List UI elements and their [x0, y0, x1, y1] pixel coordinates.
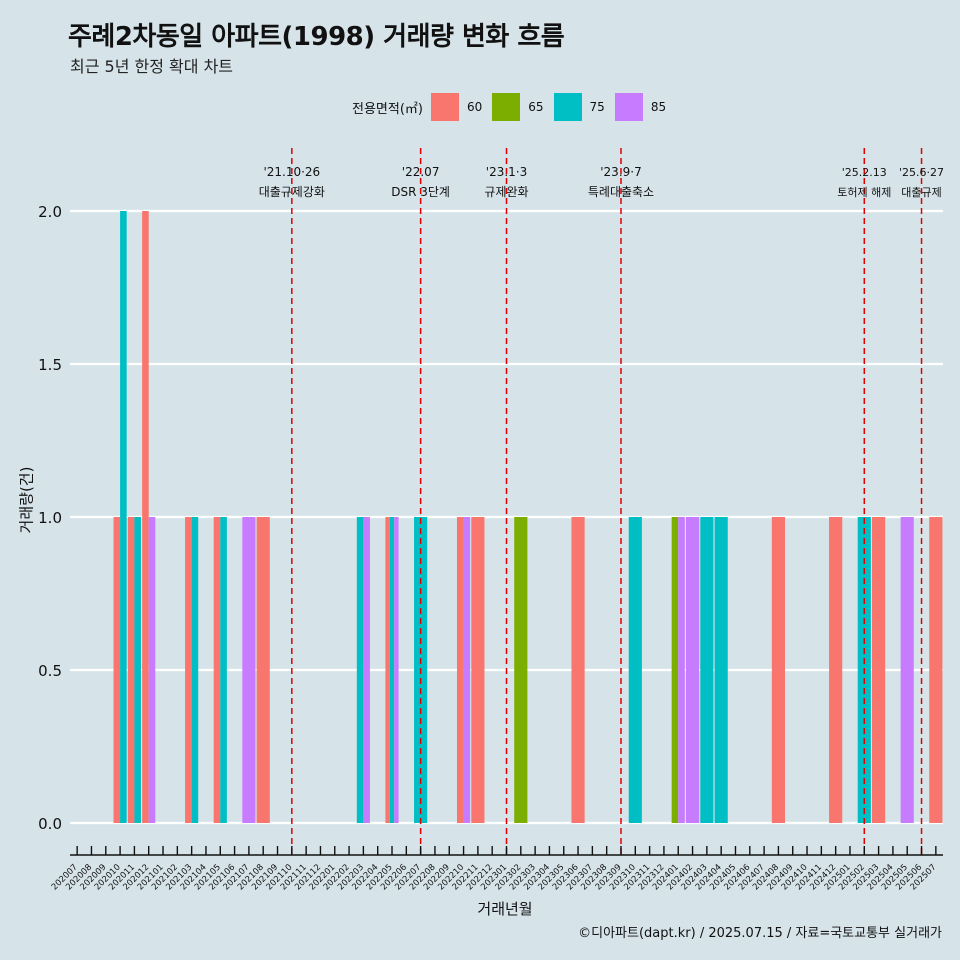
bar-202010-75: [120, 211, 127, 823]
event-date-202110: '21.10·26: [263, 165, 320, 179]
bar-202105-75: [220, 517, 227, 823]
event-date-202309: '23.9·7: [600, 165, 641, 179]
y-tick-label: 1.5: [38, 356, 62, 374]
y-tick-label: 0.0: [38, 815, 62, 833]
legend-swatch-65: [492, 93, 521, 121]
bar-202507-60: [929, 517, 943, 823]
legend-label-60: 60: [466, 100, 483, 114]
legend-item-75: 75: [553, 93, 605, 121]
bar-202205-85: [394, 517, 399, 823]
legend-label-75: 75: [589, 100, 605, 114]
x-axis-label: 거래년월: [477, 900, 533, 918]
bar-202012-85: [148, 517, 156, 823]
bar-202408-60: [771, 517, 786, 823]
event-label-202110: 대출규제강화: [259, 185, 325, 199]
bar-202108-60: [256, 517, 270, 823]
bar-202404-75: [714, 517, 728, 823]
event-label-202309: 특례대출축소: [588, 185, 654, 199]
legend-title: 전용면적(㎡): [352, 101, 423, 117]
bar-202503-60: [872, 517, 886, 823]
legend-swatch-60: [430, 93, 459, 121]
y-tick-label: 2.0: [38, 203, 62, 221]
bar-202310-75: [628, 517, 642, 823]
event-date-202502: '25.2.13: [842, 166, 887, 179]
bar-202412-60: [829, 517, 843, 823]
chart-title: 주례2차동일 아파트(1998) 거래량 변화 흐름: [68, 22, 565, 52]
y-tick-label: 1.0: [38, 509, 62, 527]
bar-202211-60: [471, 517, 485, 823]
bar-202210-85: [463, 517, 471, 823]
event-label-202502: 토허제 해제: [837, 185, 891, 199]
chart-caption: ©디아파트(dapt.kr) / 2025.07.15 / 자료=국토교통부 실…: [578, 926, 942, 941]
chart-subtitle: 최근 5년 한정 확대 차트: [70, 57, 234, 76]
legend-label-65: 65: [528, 100, 544, 114]
bar-202107-85: [242, 517, 256, 823]
y-axis-label: 거래량(건): [17, 466, 36, 534]
event-label-202207: DSR 3단계: [391, 185, 450, 199]
y-tick-label: 0.5: [38, 662, 62, 680]
event-date-202301: '23.1·3: [486, 165, 527, 179]
bar-202210-60: [456, 517, 464, 823]
bar-202205-75: [389, 517, 395, 823]
bar-202010-60: [113, 517, 121, 823]
bar-202011-75: [134, 517, 141, 823]
bar-202205-60: [385, 517, 390, 823]
event-label-202506: 대출규제: [901, 186, 941, 199]
bar-202105-60: [213, 517, 221, 823]
legend-label-85: 85: [650, 100, 667, 114]
legend: 전용면적(㎡) 60 65 75 85: [352, 92, 676, 122]
bar-202306-60: [571, 517, 585, 823]
bar-202012-60: [142, 211, 149, 823]
bar-202402-85: [685, 517, 700, 823]
bar-202103-75: [191, 517, 199, 823]
bar-202011-60: [127, 517, 135, 823]
bar-202302-65: [514, 517, 528, 823]
bar-202401-65: [671, 517, 679, 823]
event-date-202207: '22.07: [402, 165, 440, 179]
bar-202403-75: [700, 517, 714, 823]
legend-item-65: 65: [492, 93, 544, 121]
bar-202505-85: [900, 517, 914, 823]
bar-202203-75: [356, 517, 364, 823]
legend-swatch-85: [614, 93, 643, 121]
legend-item-60: 60: [430, 93, 483, 121]
event-label-202301: 규제완화: [484, 185, 528, 199]
legend-item-85: 85: [614, 93, 667, 121]
legend-swatch-75: [553, 93, 582, 121]
bar-202203-85: [363, 517, 370, 823]
event-date-202506: '25.6·27: [899, 166, 944, 179]
bar-202103-60: [185, 517, 192, 823]
bar-202401-85: [678, 517, 685, 823]
